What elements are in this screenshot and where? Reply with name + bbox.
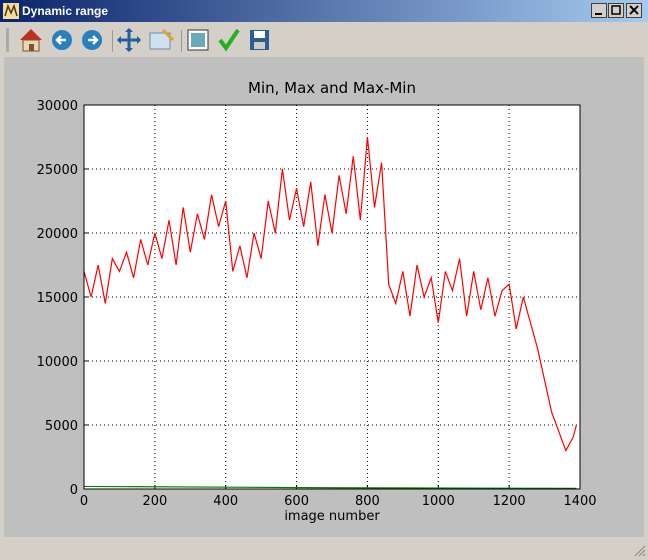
size-grip xyxy=(634,545,646,557)
y-tick-label: 20000 xyxy=(37,227,78,242)
check-button[interactable] xyxy=(218,28,240,52)
x-tick-label: 1200 xyxy=(493,494,526,509)
save-button[interactable] xyxy=(250,30,269,50)
window-buttons[interactable] xyxy=(591,3,643,19)
x-tick-label: 1000 xyxy=(422,494,455,509)
x-axis-label: image number xyxy=(284,509,380,524)
y-tick-label: 30000 xyxy=(37,99,78,114)
x-tick-label: 600 xyxy=(284,494,309,509)
home-button[interactable] xyxy=(20,29,42,52)
chart: Min, Max and Max-Min image number 0 5000 1… xyxy=(37,79,597,524)
x-tick-label: 400 xyxy=(213,494,238,509)
y-tick-label: 5000 xyxy=(45,419,78,434)
data-line xyxy=(83,136,578,453)
status-bar xyxy=(0,538,648,560)
figure: Min, Max and Max-Min image number 0 5000 1… xyxy=(4,57,644,537)
y-tick-label: 10000 xyxy=(37,355,78,370)
x-tick-label: 1400 xyxy=(563,494,596,509)
app-icon xyxy=(3,3,19,19)
y-tick-label: 25000 xyxy=(37,163,78,178)
y-tick-label: 0 xyxy=(70,483,78,498)
x-tick-label: 0 xyxy=(80,494,88,509)
axes-frame xyxy=(83,104,581,490)
window-title: Dynamic range xyxy=(22,4,109,18)
x-tick-label: 800 xyxy=(355,494,380,509)
title-bar: Dynamic range xyxy=(0,0,648,22)
chart-title: Min, Max and Max-Min xyxy=(248,79,416,97)
back-button[interactable] xyxy=(52,30,72,50)
configure-button[interactable] xyxy=(187,29,209,51)
x-tick-label: 200 xyxy=(142,494,167,509)
toolbar xyxy=(0,22,648,56)
forward-button[interactable] xyxy=(82,30,102,50)
pan-button[interactable] xyxy=(117,28,141,52)
y-tick-label: 15000 xyxy=(37,291,78,306)
toolbar-icons xyxy=(6,28,269,52)
data-line xyxy=(83,485,577,489)
zoom-button[interactable] xyxy=(149,28,175,50)
